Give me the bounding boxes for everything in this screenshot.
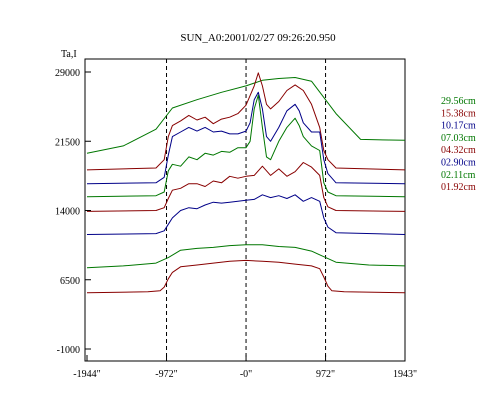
chart-title: SUN_A0:2001/02/27 09:26:20.950 — [180, 32, 336, 44]
x-tick-label-1: -972" — [155, 369, 177, 380]
series-line-6 — [86, 244, 406, 269]
series-layer — [86, 72, 406, 294]
y-tick-label-2: 14000 — [55, 207, 80, 218]
series-line-2 — [86, 91, 406, 185]
legend-entry-4: 04.32cm — [441, 145, 476, 156]
y-tick-label-0: 29000 — [55, 68, 80, 79]
legend-entry-0: 29.56cm — [441, 96, 476, 107]
series-line-4 — [86, 162, 406, 212]
reference-lines — [166, 59, 327, 361]
x-axis: -1944" -972" -0" 972" 1943" — [73, 355, 417, 380]
series-line-0 — [86, 77, 406, 154]
legend-entry-2: 10.17cm — [441, 121, 476, 132]
y-axis-label: Ta,I — [61, 49, 77, 60]
legend-entry-1: 15.38cm — [441, 108, 476, 119]
legend-entry-3: 07.03cm — [441, 133, 476, 144]
series-line-3 — [86, 94, 406, 198]
legend-entry-5: 02.90cm — [441, 158, 476, 169]
x-tick-label-0: -1944" — [73, 369, 100, 380]
y-tick-label-1: 21500 — [55, 137, 80, 148]
x-tick-label-4: 1943" — [393, 369, 417, 380]
series-line-5 — [86, 194, 406, 235]
y-tick-label-4: -1000 — [57, 345, 80, 356]
y-tick-label-3: 6500 — [60, 276, 80, 287]
legend-entry-7: 01.92cm — [441, 182, 476, 193]
legend-entry-6: 02.11cm — [441, 170, 476, 181]
x-tick-label-2: -0" — [240, 369, 252, 380]
plot-frame — [84, 58, 406, 362]
x-tick-label-3: 972" — [316, 369, 335, 380]
series-line-1 — [86, 72, 406, 171]
y-axis: 29000 21500 14000 6500 -1000 — [55, 68, 91, 356]
series-line-7 — [86, 259, 406, 294]
